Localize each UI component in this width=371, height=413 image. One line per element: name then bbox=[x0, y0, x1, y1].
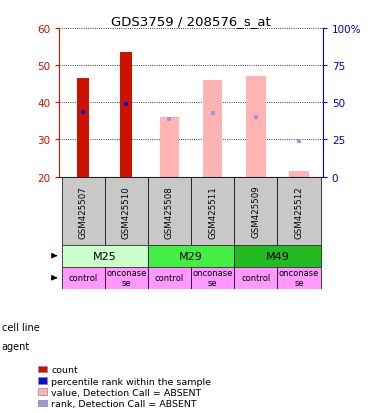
Bar bbox=[105, 267, 148, 289]
Bar bbox=[62, 267, 105, 289]
Text: onconase
se: onconase se bbox=[193, 269, 233, 287]
Bar bbox=[246, 77, 266, 177]
Text: onconase
se: onconase se bbox=[106, 269, 147, 287]
Bar bbox=[62, 177, 105, 245]
Bar bbox=[105, 177, 148, 245]
Bar bbox=[234, 177, 278, 245]
Title: GDS3759 / 208576_s_at: GDS3759 / 208576_s_at bbox=[111, 15, 271, 28]
Text: control: control bbox=[155, 273, 184, 282]
Bar bbox=[120, 53, 132, 177]
Text: M49: M49 bbox=[266, 251, 289, 261]
Legend: count, percentile rank within the sample, value, Detection Call = ABSENT, rank, : count, percentile rank within the sample… bbox=[38, 366, 211, 408]
Bar bbox=[203, 81, 222, 177]
Bar bbox=[191, 267, 234, 289]
Text: control: control bbox=[241, 273, 270, 282]
Bar bbox=[191, 177, 234, 245]
Text: onconase
se: onconase se bbox=[279, 269, 319, 287]
Text: GSM425512: GSM425512 bbox=[295, 185, 303, 238]
Text: GSM425511: GSM425511 bbox=[208, 185, 217, 238]
Text: GSM425508: GSM425508 bbox=[165, 185, 174, 238]
Bar bbox=[160, 118, 179, 177]
Text: GSM425510: GSM425510 bbox=[122, 185, 131, 238]
Text: agent: agent bbox=[2, 341, 30, 351]
Bar bbox=[148, 245, 234, 267]
Text: cell line: cell line bbox=[2, 322, 40, 332]
Text: M29: M29 bbox=[179, 251, 203, 261]
Bar bbox=[234, 267, 278, 289]
Bar bbox=[148, 267, 191, 289]
Bar bbox=[278, 177, 321, 245]
Text: control: control bbox=[69, 273, 98, 282]
Text: GSM425509: GSM425509 bbox=[251, 185, 260, 238]
Bar bbox=[278, 267, 321, 289]
Bar bbox=[234, 245, 321, 267]
Bar bbox=[62, 245, 148, 267]
Bar bbox=[148, 177, 191, 245]
Bar bbox=[289, 172, 309, 177]
Text: M25: M25 bbox=[93, 251, 116, 261]
Bar bbox=[77, 79, 89, 177]
Text: GSM425507: GSM425507 bbox=[79, 185, 88, 238]
